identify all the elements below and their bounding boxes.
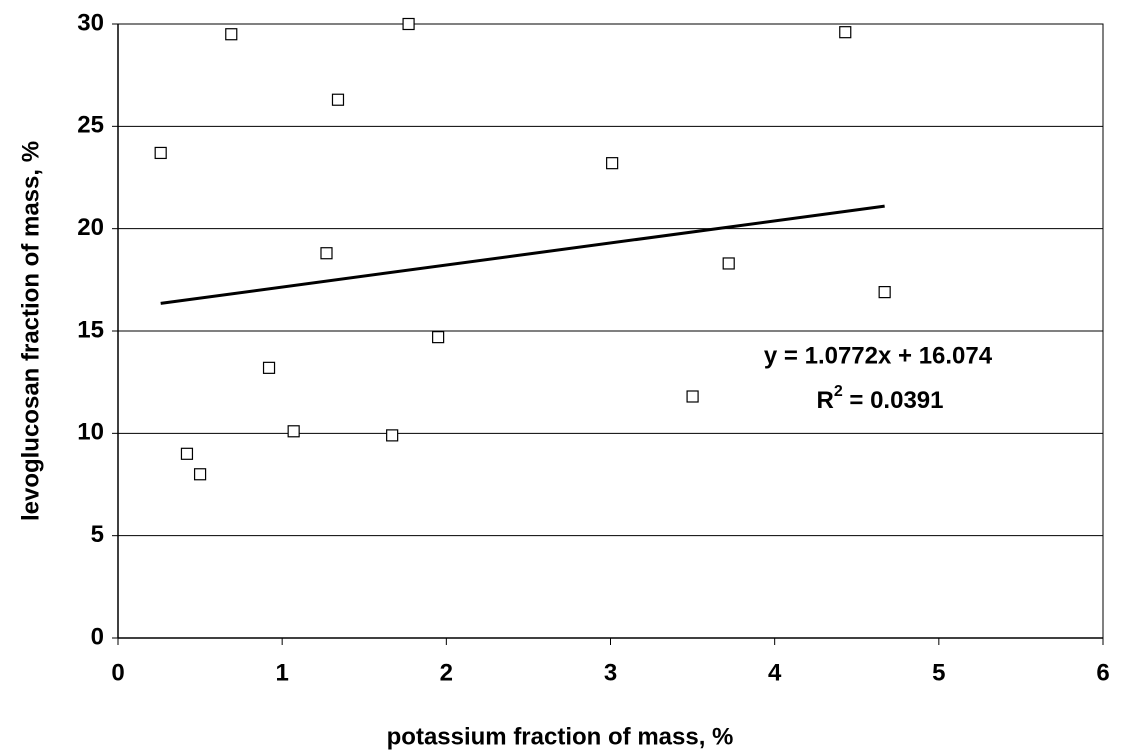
scatter-point [154,146,167,160]
scatter-point [432,331,445,344]
scatter-point [606,157,619,170]
scatter-point [287,425,300,438]
trendline-equation: y = 1.0772x + 16.074 [764,342,993,369]
y-tick-label: 20 [77,214,104,241]
x-tick-label: 6 [1096,659,1109,686]
r-superscript: 2 [834,383,843,400]
y-tick-label: 5 [91,521,104,548]
r-symbol: R [816,387,833,414]
scatter-point [686,390,699,403]
scatter-point [180,447,194,460]
y-axis-title: levoglucosan fraction of mass, % [17,141,44,521]
r-value: = 0.0391 [843,387,944,414]
scatter-point [722,257,735,270]
scatter-point [386,429,399,442]
x-tick-label: 3 [604,659,617,686]
scatter-point [402,17,415,31]
y-tick-label: 30 [77,9,104,36]
scatter-point [193,468,207,481]
y-tick-label: 10 [77,419,104,446]
scatter-point [225,28,238,41]
x-axis-title: potassium fraction of mass, % [387,723,734,750]
y-tick-label: 15 [77,316,104,343]
trendline [160,204,885,305]
y-tick-label: 0 [91,623,104,650]
scatter-point [320,247,333,260]
x-tick-label: 0 [111,659,124,686]
x-tick-label: 5 [932,659,945,686]
scatter-point [331,93,345,106]
x-tick-label: 1 [275,659,288,686]
scatter-point [839,26,852,39]
scatter-point [878,286,891,299]
x-tick-label: 2 [440,659,453,686]
y-tick-label: 25 [77,112,104,139]
r-squared: R2 = 0.0391 [816,383,943,414]
x-tick-label: 4 [768,659,782,686]
scatter-point [262,361,276,374]
